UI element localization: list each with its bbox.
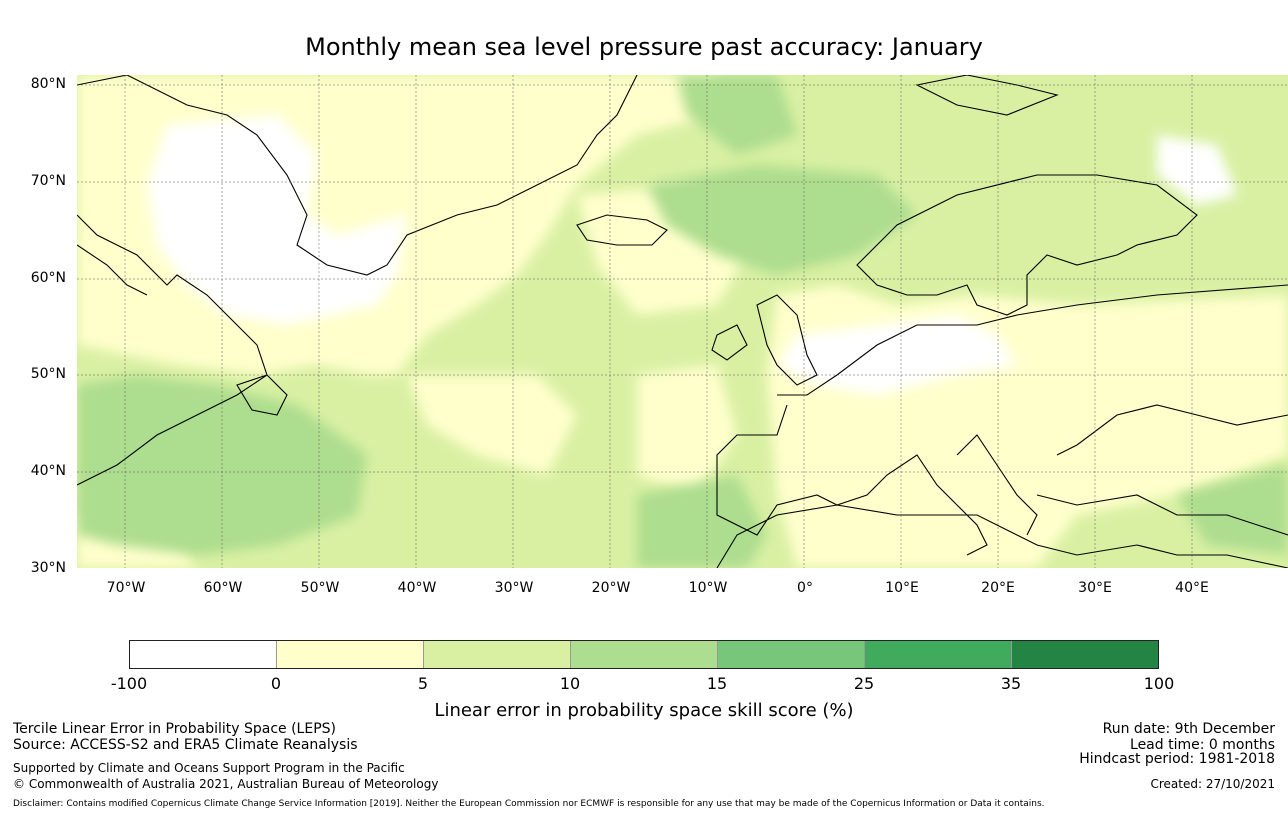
colorbar-label: 25: [853, 674, 875, 693]
colorbar-segment-neg100-0: [130, 641, 277, 668]
colorbar-label: 10: [559, 674, 581, 693]
lon-label-10w: 10°W: [688, 580, 728, 596]
lat-label-40n: 40°N: [30, 463, 66, 479]
lon-label-50w: 50°W: [300, 580, 340, 596]
source-label: Source: ACCESS-S2 and ERA5 Climate Reana…: [13, 737, 358, 753]
lon-label-0: 0°: [797, 580, 813, 596]
lon-label-30w: 30°W: [494, 580, 534, 596]
colorbar-label: 5: [417, 674, 429, 693]
lat-label-60n: 60°N: [30, 270, 66, 286]
colorbar-title: Linear error in probability space skill …: [434, 700, 854, 721]
lon-label-60w: 60°W: [203, 580, 243, 596]
lon-label-40e: 40°E: [1175, 580, 1209, 596]
lon-label-20e: 20°E: [981, 580, 1015, 596]
run-date: Run date: 9th December: [1102, 721, 1275, 737]
lat-label-80n: 80°N: [30, 76, 66, 92]
leps-label: Tercile Linear Error in Probability Spac…: [13, 721, 336, 737]
supported-label: Supported by Climate and Oceans Support …: [13, 761, 405, 775]
disclaimer: Disclaimer: Contains modified Copernicus…: [13, 799, 1045, 809]
colorbar-segment-15-25: [718, 641, 865, 668]
skill-band-10-15: [77, 75, 1288, 568]
lead-time: Lead time: 0 months: [1130, 737, 1275, 753]
skill-map: [77, 75, 1288, 568]
graticule: [77, 75, 1288, 568]
lon-label-20w: 20°W: [591, 580, 631, 596]
lon-label-30e: 30°E: [1078, 580, 1112, 596]
lon-label-40w: 40°W: [397, 580, 437, 596]
created-date: Created: 27/10/2021: [1150, 777, 1275, 791]
map-title: Monthly mean sea level pressure past acc…: [305, 33, 983, 61]
colorbar-segment-0-5: [277, 641, 424, 668]
colorbar-label: 15: [706, 674, 728, 693]
colorbar-label: 35: [1000, 674, 1022, 693]
colorbar-segment-10-15: [571, 641, 718, 668]
lat-label-30n: 30°N: [30, 560, 66, 576]
colorbar-segment-5-10: [424, 641, 571, 668]
coastlines: [77, 75, 1288, 568]
lon-label-70w: 70°W: [106, 580, 146, 596]
lat-label-50n: 50°N: [30, 366, 66, 382]
colorbar-label: 100: [1143, 674, 1175, 693]
copyright-label: © Commonwealth of Australia 2021, Austra…: [13, 777, 439, 791]
lon-label-10e: 10°E: [885, 580, 919, 596]
lat-label-70n: 70°N: [30, 173, 66, 189]
colorbar-label: -100: [110, 674, 148, 693]
colorbar-segment-35-100: [1012, 641, 1158, 668]
colorbar-segment-25-35: [865, 641, 1012, 668]
colorbar: [129, 640, 1159, 669]
hindcast-period: Hindcast period: 1981-2018: [1079, 751, 1275, 767]
colorbar-label: 0: [270, 674, 282, 693]
